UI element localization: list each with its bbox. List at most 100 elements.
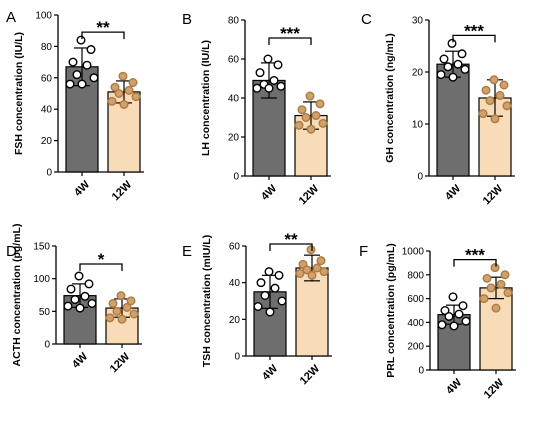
y-tick-label: 60 [228, 55, 240, 66]
data-point [122, 302, 132, 312]
data-point [89, 73, 99, 83]
data-point [84, 279, 94, 289]
y-tick-label: 0 [234, 352, 240, 363]
significance-bracket [268, 37, 312, 45]
data-point [82, 60, 92, 70]
data-point [305, 91, 315, 101]
y-tick-label: 20 [412, 68, 424, 79]
significance-bracket [452, 34, 496, 43]
data-point [461, 316, 471, 326]
data-point [460, 64, 470, 74]
y-tick-label: 50 [39, 307, 51, 318]
y-tick-label: 60 [41, 73, 53, 84]
data-point [318, 118, 328, 128]
data-point [457, 49, 467, 59]
significance-label: ** [96, 18, 110, 37]
data-point [306, 245, 316, 255]
chart-panel-c: C GH concentration (ng/mL) 0 10 20 30 4W 12W *** [361, 11, 515, 207]
data-point [503, 288, 513, 298]
data-point [439, 54, 449, 64]
data-point [128, 78, 138, 88]
y-tick-label: 100 [33, 274, 50, 285]
y-tick-label: 100 [35, 11, 52, 22]
data-point [458, 301, 468, 311]
data-point [260, 291, 270, 301]
data-point [75, 303, 85, 313]
y-axis-label: PRL concentration (pg/mL) [385, 243, 397, 378]
data-point [256, 278, 266, 288]
x-tick-label: 4W [70, 350, 91, 371]
significance-label: *** [464, 21, 484, 40]
data-point [294, 120, 304, 130]
data-point [482, 273, 492, 283]
data-point [485, 96, 495, 106]
data-point [72, 70, 82, 80]
y-tick-label: 150 [33, 242, 50, 253]
y-tick-label: 0 [46, 168, 52, 179]
y-tick-label: 60 [229, 242, 241, 253]
y-tick-label: 20 [229, 315, 241, 326]
data-point [273, 60, 283, 70]
data-point [68, 57, 78, 67]
panel-letter: C [361, 11, 372, 28]
data-point [312, 263, 322, 273]
data-point [63, 301, 73, 311]
data-point [295, 269, 305, 279]
y-tick-label: 400 [407, 318, 424, 329]
y-axis-label: LH concentration (IU/L) [200, 40, 212, 156]
data-point [252, 83, 262, 93]
data-point [108, 298, 118, 308]
data-point [495, 90, 505, 100]
data-point [307, 270, 317, 280]
data-point [306, 124, 316, 134]
data-point [315, 99, 325, 109]
data-point [443, 62, 453, 72]
significance-label: *** [465, 246, 485, 265]
data-point [478, 109, 488, 119]
data-point [87, 298, 97, 308]
data-point [499, 80, 509, 90]
data-point [276, 81, 286, 91]
significance-label: * [98, 250, 105, 269]
y-axis-label: ACTH concentration (pg/mL) [11, 224, 23, 367]
significance-bracket [81, 31, 125, 40]
data-point [263, 54, 273, 64]
bar-4w [436, 63, 470, 177]
data-point [264, 267, 274, 277]
chart-panel-e: E TSH concentration (mIU/L) 0 20 40 60 4W 12W ** [182, 230, 332, 387]
data-point [479, 294, 489, 304]
data-point [447, 38, 457, 48]
data-point [76, 35, 86, 45]
data-point [489, 75, 499, 85]
data-point [77, 79, 87, 89]
y-tick-label: 80 [41, 42, 53, 53]
panel-letter: D [6, 243, 17, 260]
data-point [486, 283, 496, 293]
y-tick-label: 30 [412, 16, 424, 27]
chart-panel-f: F PRL concentration (pg/mL) 0 200 400 600 800 1… [359, 243, 516, 401]
data-point [126, 296, 136, 306]
data-point [448, 292, 458, 302]
data-point [274, 270, 284, 280]
data-point [74, 271, 84, 281]
y-tick-label: 40 [229, 278, 241, 289]
data-point [107, 96, 117, 106]
data-point [105, 313, 115, 323]
data-point [117, 314, 127, 324]
data-point [502, 101, 512, 111]
x-tick-label: 12W [298, 362, 323, 387]
y-tick-label: 0 [44, 340, 50, 351]
panel-letter: F [359, 243, 368, 260]
data-point [297, 105, 307, 115]
y-tick-label: 20 [41, 136, 53, 147]
x-tick-label: 4W [72, 178, 93, 199]
y-axis-label: GH concentration (ng/mL) [384, 33, 396, 163]
y-tick-label: 10 [412, 120, 424, 131]
y-tick-label: 200 [407, 342, 424, 353]
x-tick-label: 4W [443, 182, 464, 203]
data-point [264, 83, 274, 93]
significance-bracket [453, 259, 497, 267]
y-tick-label: 40 [228, 94, 240, 105]
y-tick-label: 40 [41, 105, 53, 116]
